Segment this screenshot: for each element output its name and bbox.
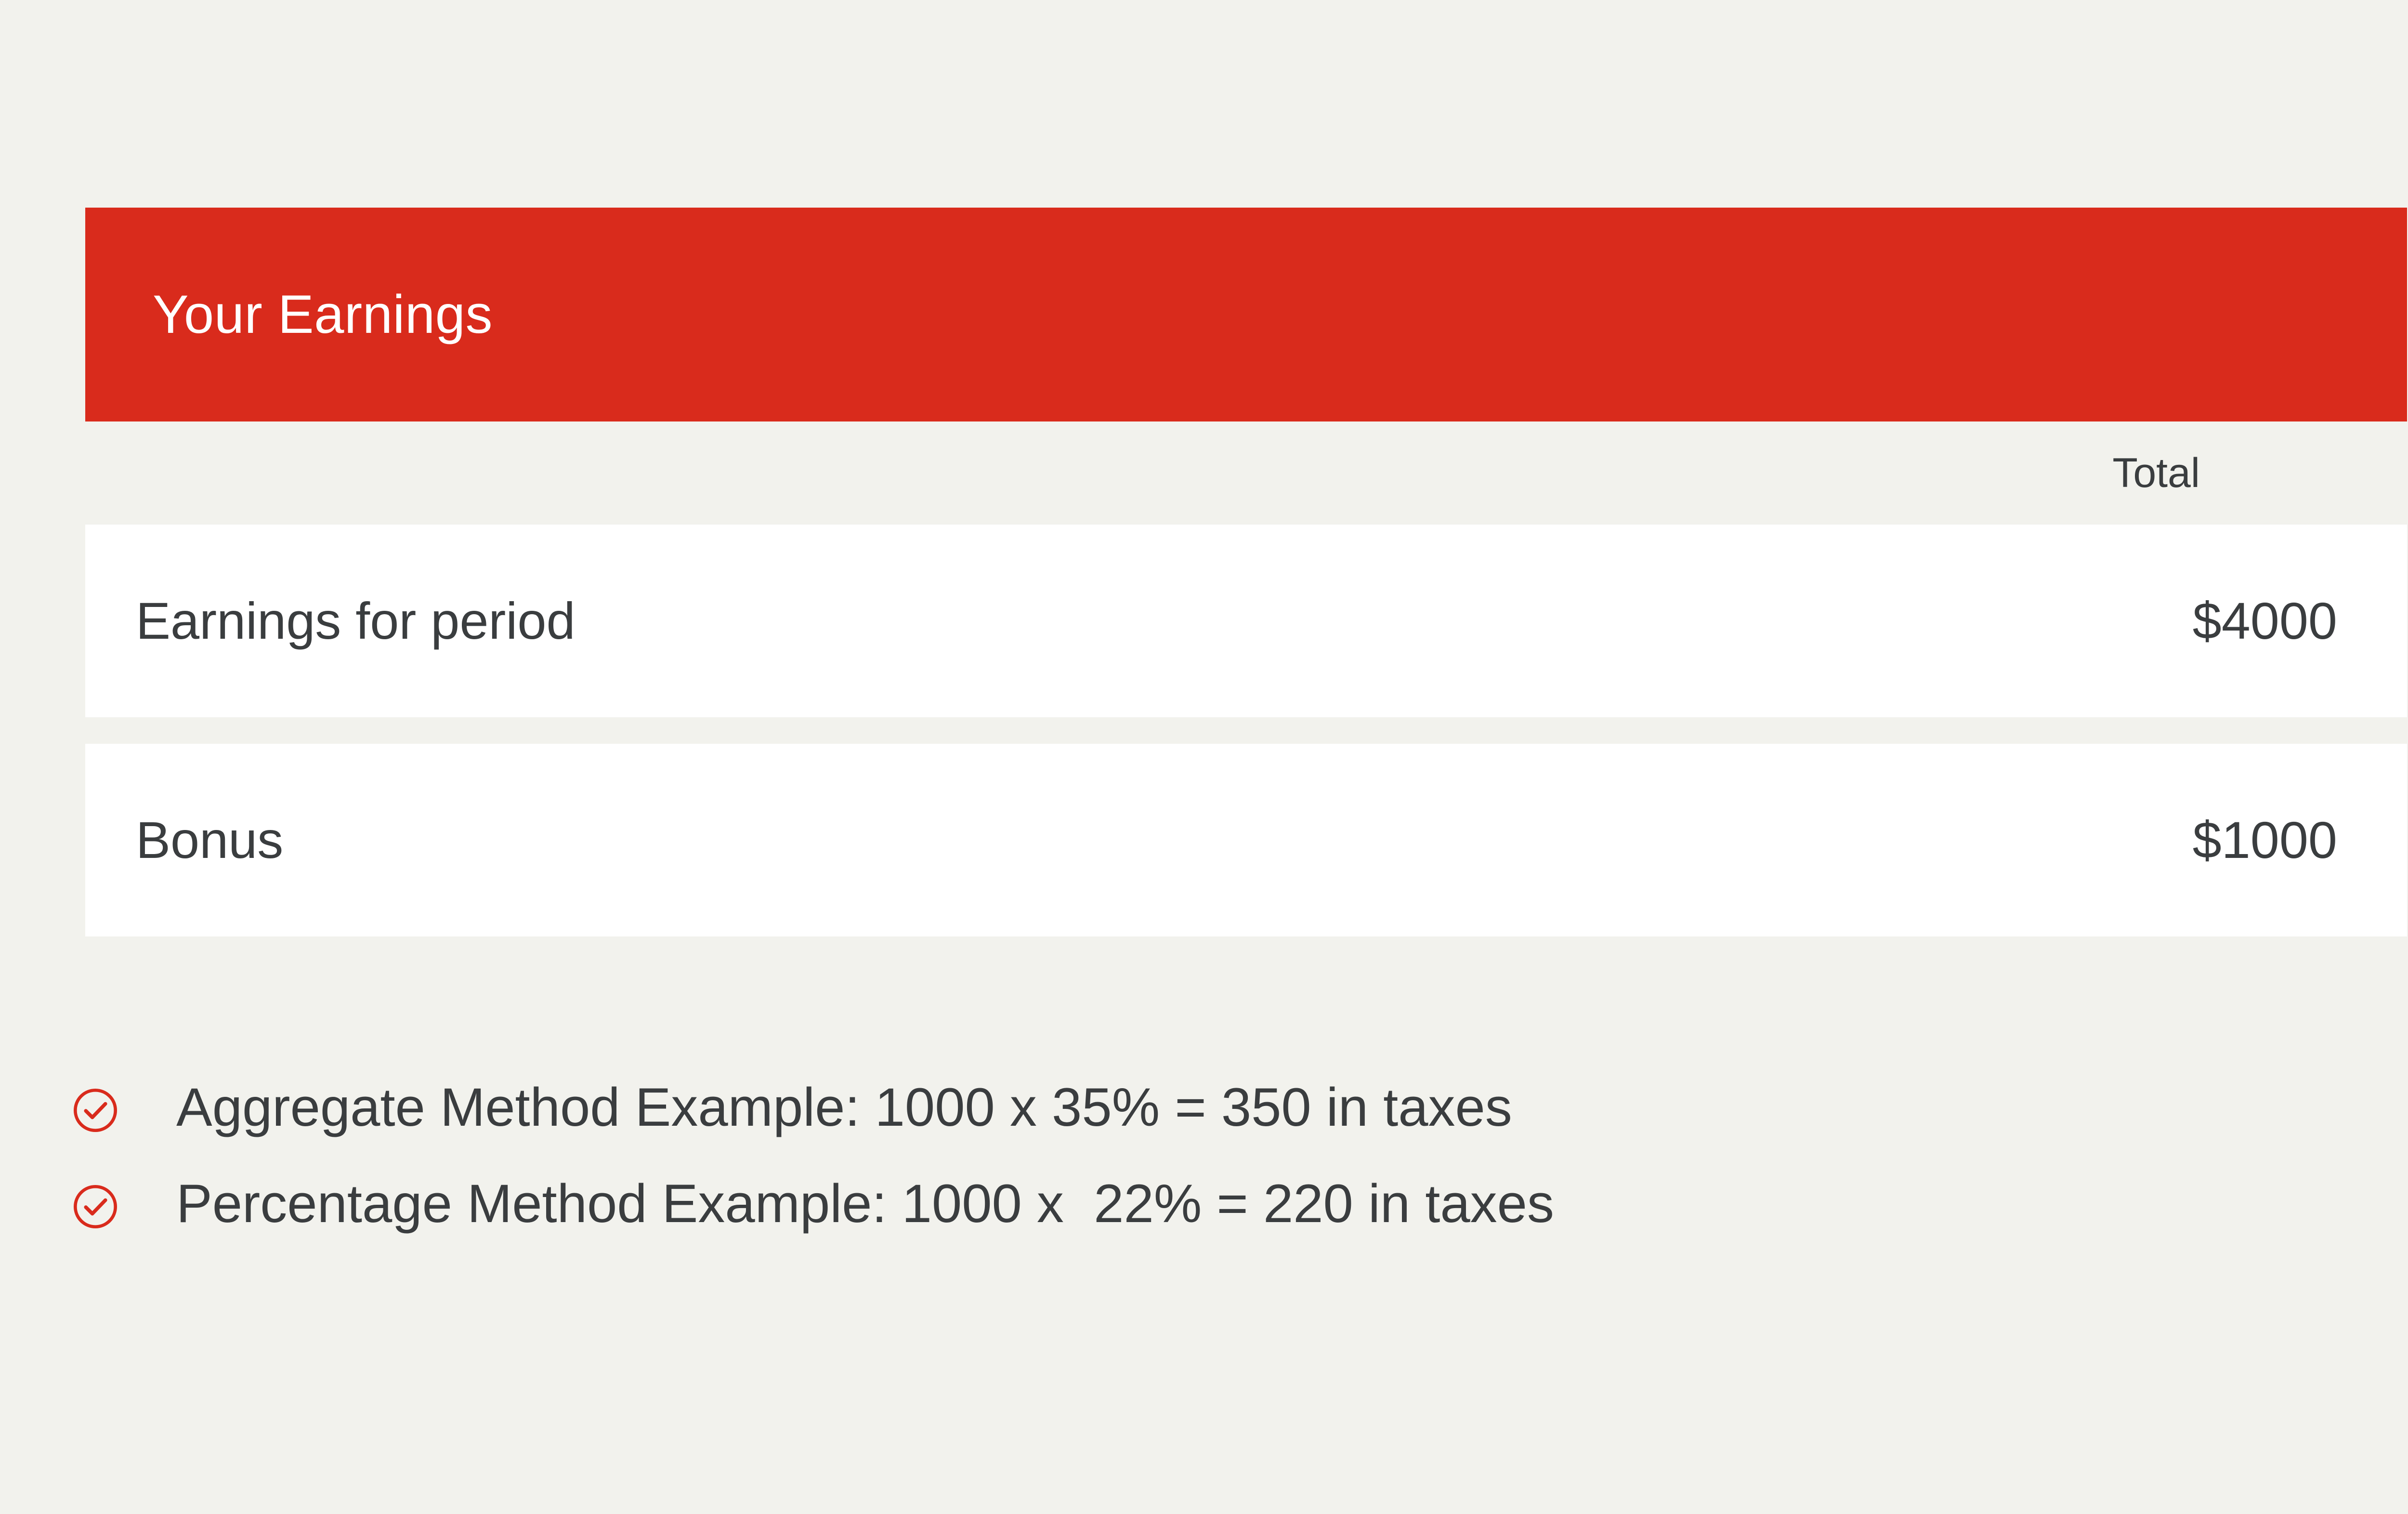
- row-label: Bonus: [136, 811, 284, 869]
- column-header-total: Total: [2112, 450, 2200, 496]
- row-label: Earnings for period: [136, 592, 576, 650]
- row-value: $1000: [2192, 811, 2337, 869]
- earnings-table: Your Earnings Total Earnings for period …: [85, 208, 2407, 936]
- row-value: $4000: [2192, 592, 2337, 650]
- check-circle-icon: [71, 1183, 119, 1231]
- table-row: Bonus $1000: [85, 744, 2407, 936]
- list-item: Aggregate Method Example: 1000 x 35% = 3…: [71, 1067, 2408, 1148]
- check-circle-icon: [71, 1086, 119, 1134]
- table-title: Your Earnings: [153, 284, 493, 344]
- bullet-list: Aggregate Method Example: 1000 x 35% = 3…: [71, 1067, 2408, 1260]
- row-divider-gap: [85, 717, 2407, 744]
- table-header-band: Your Earnings: [85, 208, 2407, 421]
- column-header-row: Total: [85, 421, 2407, 525]
- list-item-label: Percentage Method Example: 1000 x 22% = …: [176, 1173, 1554, 1234]
- list-item: Percentage Method Example: 1000 x 22% = …: [71, 1163, 2408, 1244]
- list-item-label: Aggregate Method Example: 1000 x 35% = 3…: [176, 1077, 1512, 1137]
- table-row: Earnings for period $4000: [85, 525, 2407, 717]
